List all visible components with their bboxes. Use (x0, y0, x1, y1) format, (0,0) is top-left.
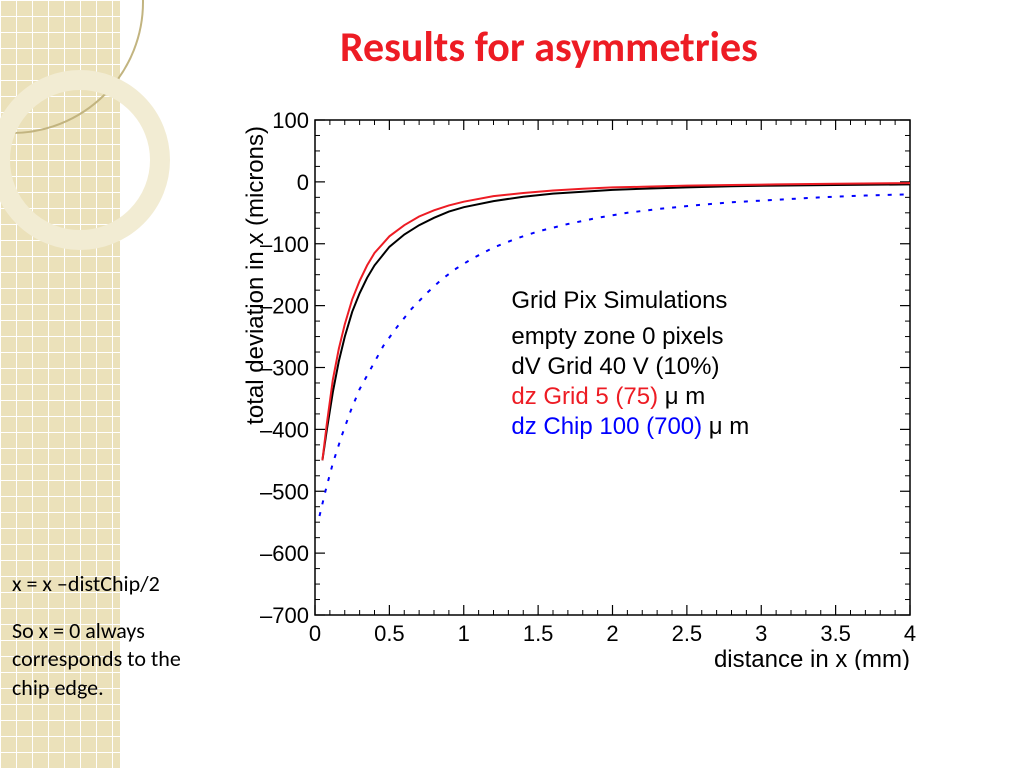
svg-text:distance in x (mm): distance in x (mm) (714, 646, 910, 670)
svg-text:3.5: 3.5 (820, 621, 851, 646)
svg-text:2: 2 (606, 621, 618, 646)
svg-text:100: 100 (272, 110, 309, 133)
decorative-ring (0, 70, 170, 250)
svg-text:dz Grid 5 (75) μ m: dz Grid 5 (75) μ m (511, 383, 705, 410)
footnote-line2: So x = 0 always corresponds to the chip … (12, 617, 212, 703)
chart-svg: 00.511.522.533.54–700–600–500–400–300–20… (240, 110, 930, 670)
svg-text:0: 0 (309, 621, 321, 646)
svg-text:–500: –500 (260, 479, 309, 504)
svg-text:dz Chip 100 (700) μ m: dz Chip 100 (700) μ m (511, 413, 749, 440)
svg-text:–600: –600 (260, 541, 309, 566)
svg-text:1.5: 1.5 (523, 621, 554, 646)
footnote-line1: x = x –distChip/2 (12, 570, 212, 599)
svg-text:1: 1 (458, 621, 470, 646)
svg-text:0.5: 0.5 (374, 621, 405, 646)
svg-text:Grid Pix Simulations: Grid Pix Simulations (511, 287, 727, 314)
chart-container: 00.511.522.533.54–700–600–500–400–300–20… (240, 110, 930, 670)
svg-text:dV Grid 40 V (10%): dV Grid 40 V (10%) (511, 353, 719, 380)
svg-text:–700: –700 (260, 603, 309, 628)
slide-title: Results for asymmetries (340, 22, 758, 73)
svg-text:3: 3 (755, 621, 767, 646)
svg-text:0: 0 (297, 170, 309, 195)
svg-text:4: 4 (904, 621, 916, 646)
svg-text:2.5: 2.5 (672, 621, 703, 646)
svg-text:empty zone 0 pixels: empty zone 0 pixels (511, 323, 723, 350)
svg-text:total deviation in x (microns): total deviation in x (microns) (242, 126, 269, 425)
footnote: x = x –distChip/2 So x = 0 always corres… (12, 570, 212, 702)
